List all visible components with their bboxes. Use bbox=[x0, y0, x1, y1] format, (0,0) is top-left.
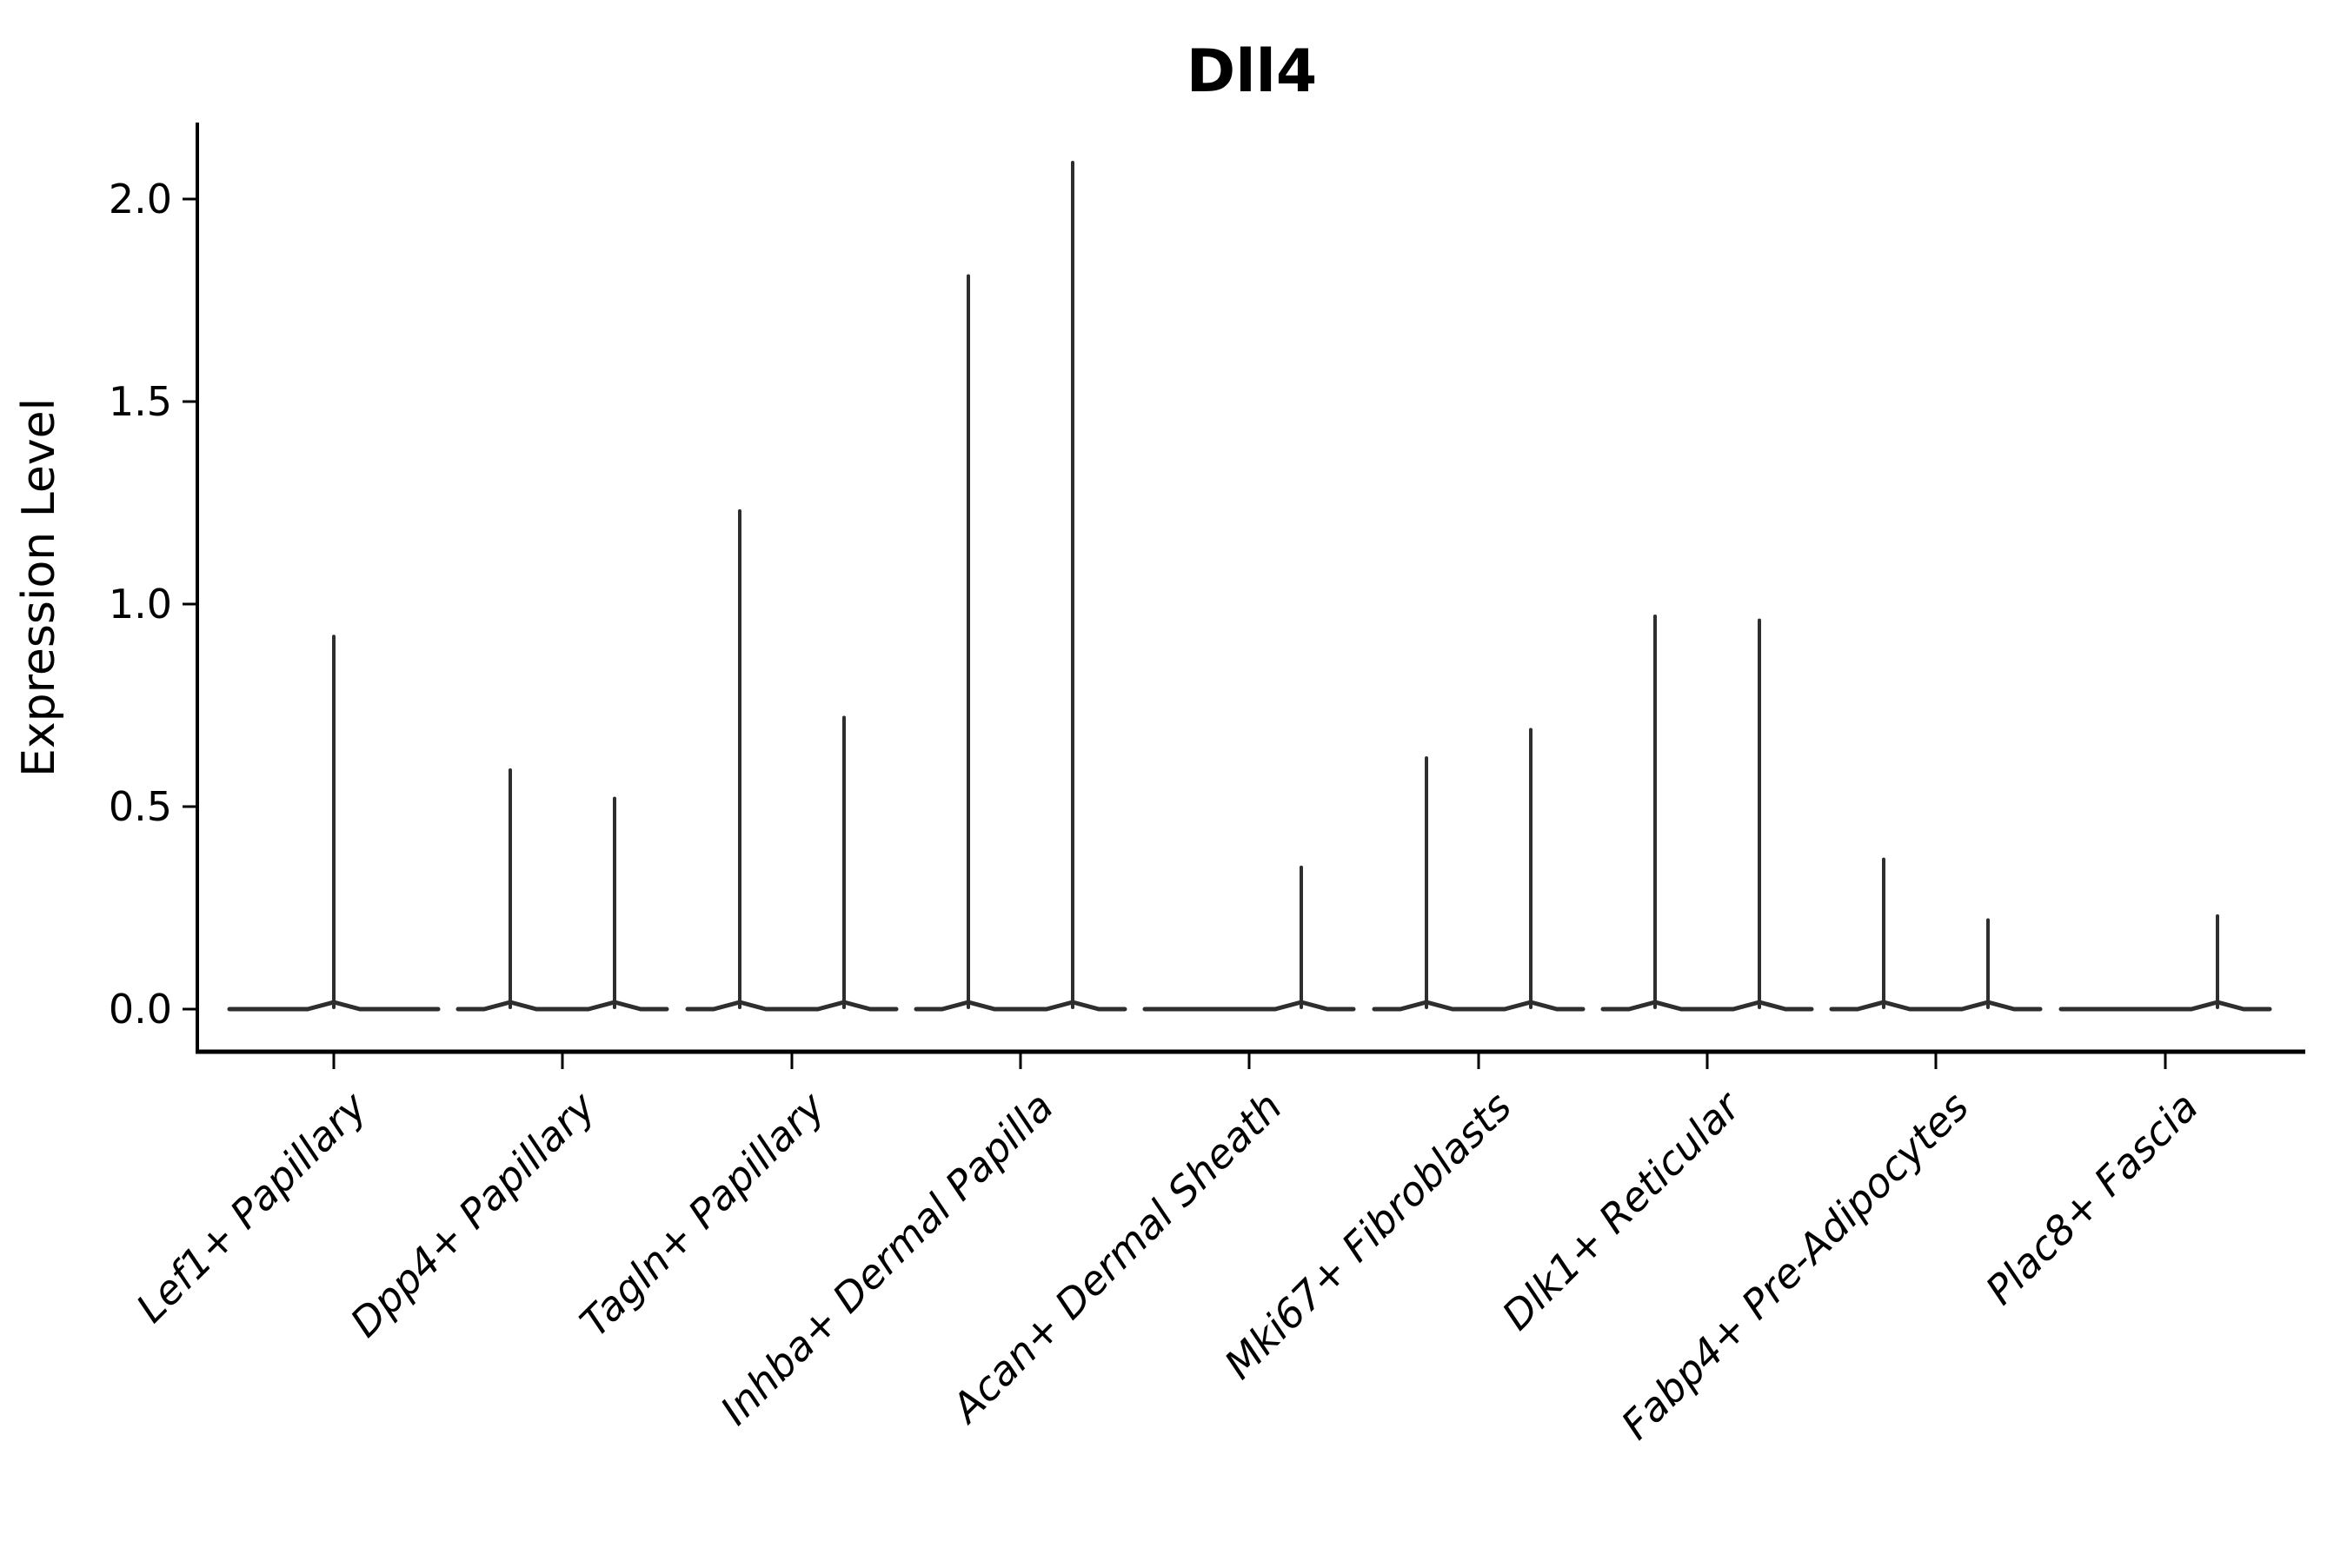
violin-base bbox=[1142, 1000, 1356, 1012]
x-tick-label: Tagln+ Papillary bbox=[571, 1082, 834, 1345]
y-tick-label: 0.0 bbox=[109, 986, 172, 1033]
x-tick-label: Dlk1+ Reticular bbox=[1493, 1081, 1751, 1339]
y-tick-label: 1.0 bbox=[109, 581, 172, 628]
violin-base bbox=[914, 1000, 1127, 1012]
x-tick-label: Dpp4+ Papillary bbox=[341, 1082, 604, 1345]
violin-base bbox=[1829, 1000, 2043, 1012]
violin-base bbox=[1372, 1000, 1586, 1012]
y-tick-label: 1.5 bbox=[109, 378, 172, 425]
x-tick-label: Lef1+ Papillary bbox=[127, 1082, 376, 1331]
violin-base bbox=[2058, 1000, 2272, 1012]
violin-base bbox=[685, 1000, 899, 1012]
violin-base bbox=[1600, 1000, 1814, 1012]
y-tick-label: 0.5 bbox=[109, 783, 172, 830]
y-tick-label: 2.0 bbox=[109, 176, 172, 223]
chart-title: Dll4 bbox=[1187, 37, 1317, 106]
violin-base bbox=[455, 1000, 669, 1012]
x-tick-label: Plac8+ Fascia bbox=[1977, 1083, 2207, 1313]
y-axis-label: Expression Level bbox=[13, 398, 65, 777]
